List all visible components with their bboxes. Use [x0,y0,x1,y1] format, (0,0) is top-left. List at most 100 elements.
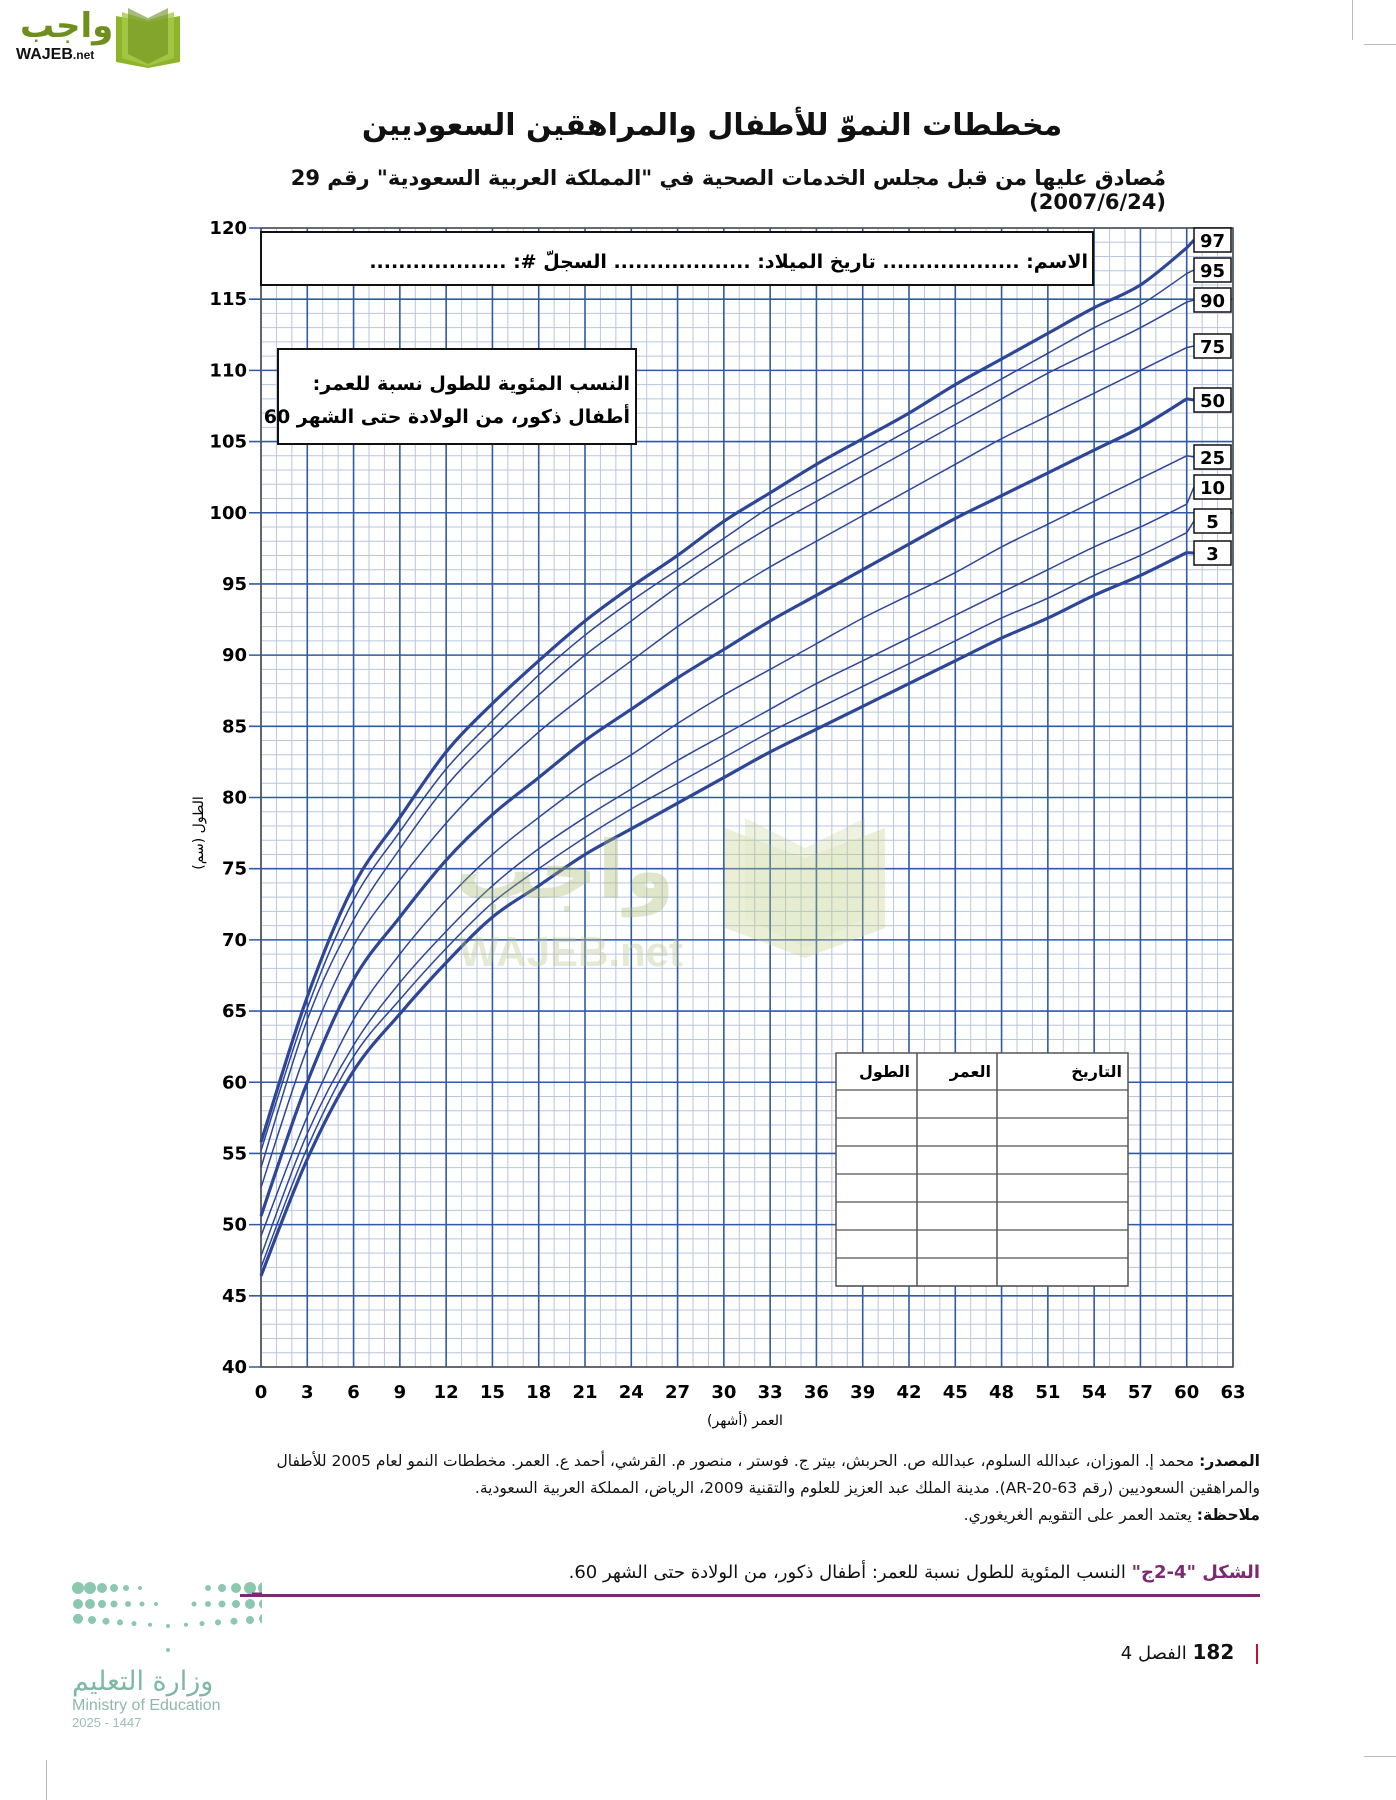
y-tick-label: 55 [222,1143,247,1164]
table-cell[interactable] [998,1119,1127,1145]
table-cell[interactable] [918,1119,996,1145]
chart-legend-box [277,348,637,445]
y-tick-label: 50 [222,1215,247,1236]
percentile-curve-10 [260,503,1188,1257]
source-citation: محمد إ. الموزان، عبدالله السلوم، عبدالله… [276,1452,1260,1497]
source-label: المصدر: [1199,1452,1260,1470]
table-cell[interactable] [918,1175,996,1201]
percentile-label-10: 10 [1200,478,1225,499]
label-leader [1186,397,1195,402]
percentile-curve-97 [259,246,1188,1143]
x-tick-label: 48 [989,1382,1014,1403]
x-tick-label: 9 [394,1382,407,1403]
y-axis-label: الطول (سم) [191,796,207,869]
percentile-label-box [1193,508,1232,534]
table-cell[interactable] [998,1203,1127,1229]
x-tick-label: 15 [480,1382,505,1403]
page-number: 182 [1192,1640,1235,1664]
table-cell[interactable] [998,1259,1127,1285]
table-cell[interactable] [837,1203,916,1229]
y-tick-label: 40 [222,1357,247,1378]
percentile-label-95: 95 [1200,261,1225,282]
x-tick-label: 63 [1220,1382,1245,1403]
growth-chart: 4045505560657075808590951001051101151200… [191,218,1246,1429]
percentile-curve-3 [259,551,1188,1277]
table-cell[interactable] [918,1231,996,1257]
crop-mark [1364,1756,1396,1757]
legend-line-1: النسب المئوية للطول نسبة للعمر: [313,373,630,395]
table-cell[interactable] [918,1091,996,1117]
percentile-curve-25 [260,455,1188,1237]
crop-mark [1364,44,1396,45]
x-tick-label: 18 [526,1382,551,1403]
percentile-label-25: 25 [1200,448,1225,469]
percentile-curve-75 [260,346,1188,1188]
label-leader [1186,486,1195,505]
table-cell[interactable] [918,1147,996,1173]
x-tick-label: 33 [758,1382,783,1403]
x-tick-label: 51 [1035,1382,1060,1403]
y-tick-label: 90 [222,645,247,666]
table-cell[interactable] [998,1091,1127,1117]
patient-info-fields: الاسم: ................... تاريخ الميلاد… [369,251,1088,273]
percentile-curve-90 [260,301,1188,1168]
ministry-dots-icon [72,1582,270,1652]
x-tick-label: 39 [850,1382,875,1403]
chapter-label: الفصل 4 [1120,1643,1187,1664]
table-cell[interactable] [837,1147,916,1173]
figure-caption: الشكل "4-2ج" النسب المئوية للطول نسبة لل… [240,1562,1260,1583]
percentile-curve-50 [259,397,1188,1217]
percentile-label-box [1193,333,1232,359]
percentile-label-box [1193,287,1232,313]
table-cell[interactable] [837,1175,916,1201]
wajeb-logo[interactable]: واجب WAJEB.net [6,4,191,68]
source-text: المصدر: محمد إ. الموزان، عبدالله السلوم،… [255,1448,1260,1529]
table-cell[interactable] [998,1231,1127,1257]
y-tick-label: 60 [222,1072,247,1093]
ministry-year: 2025 - 1447 [72,1715,142,1730]
percentile-label-box [1193,444,1232,470]
table-cell[interactable] [918,1203,996,1229]
y-tick-label: 70 [222,930,247,951]
percentile-label-box [1193,387,1232,413]
x-tick-label: 54 [1082,1382,1107,1403]
y-tick-label: 75 [222,859,247,880]
x-tick-label: 57 [1128,1382,1153,1403]
table-cell[interactable] [998,1175,1127,1201]
table-cell[interactable] [837,1119,916,1145]
y-tick-label: 80 [222,788,247,809]
page-marker [1256,1644,1258,1664]
y-tick-label: 95 [222,574,247,595]
caption-divider [240,1594,1260,1597]
ministry-english: Ministry of Education [72,1697,221,1714]
label-leader [1186,455,1195,458]
table-cell[interactable] [837,1259,916,1285]
measurement-table [835,1052,1129,1287]
table-cell[interactable] [918,1259,996,1285]
x-tick-label: 0 [255,1382,268,1403]
percentile-curve-95 [260,272,1188,1151]
label-leader [1186,299,1195,303]
x-tick-label: 24 [619,1382,644,1403]
table-cell[interactable] [998,1147,1127,1173]
label-leader [1186,520,1195,534]
patient-info-box[interactable] [260,231,1094,286]
x-tick-label: 27 [665,1382,690,1403]
percentile-label-box [1193,227,1232,253]
x-tick-label: 3 [301,1382,314,1403]
y-tick-label: 105 [209,432,247,453]
x-tick-label: 6 [347,1382,360,1403]
table-header-height: الطول [859,1062,910,1081]
percentile-label-90: 90 [1200,291,1225,312]
ministry-arabic: وزارة التعليم [72,1666,214,1697]
percentile-curve-5 [260,532,1188,1268]
table-cell[interactable] [837,1231,916,1257]
table-cell[interactable] [837,1091,916,1117]
percentile-label-box [1193,540,1232,566]
percentile-label-5: 5 [1206,512,1219,533]
x-tick-label: 42 [896,1382,921,1403]
y-tick-label: 120 [209,218,247,239]
percentile-label-50: 50 [1200,391,1225,412]
figure-label: الشكل "4-2ج" [1131,1562,1260,1583]
crop-mark [1352,0,1353,40]
